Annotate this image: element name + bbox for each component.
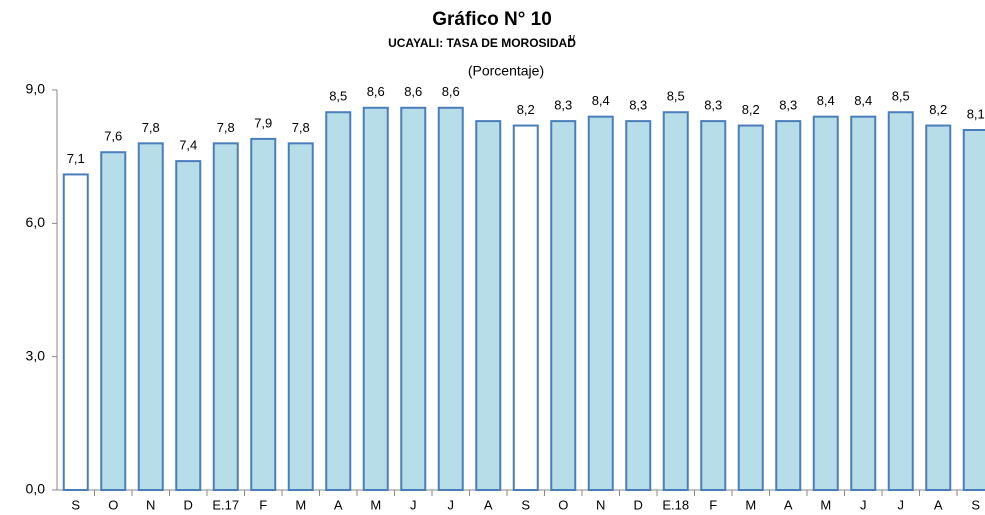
data-label: 7,6 [104, 129, 122, 144]
bar [737, 124, 764, 492]
x-tick-label: M [295, 497, 306, 512]
chart-subtitle: UCAYALI: TASA DE MOROSIDAD [388, 36, 576, 50]
bar [437, 106, 464, 492]
x-tick-label: J [410, 497, 417, 512]
subtitle-note: 1/ [568, 34, 575, 43]
data-label: 7,8 [292, 120, 310, 135]
x-tick-label: A [784, 497, 793, 512]
bar [700, 120, 727, 491]
x-tick-label: F [709, 497, 717, 512]
data-label: 8,6 [442, 84, 460, 99]
x-tick-label: M [370, 497, 381, 512]
data-label: 8,1 [967, 106, 985, 121]
bar [212, 142, 239, 491]
bar [400, 106, 427, 492]
y-tick-label: 6,0 [26, 214, 46, 230]
y-tick-label: 9,0 [26, 81, 46, 97]
bar [587, 115, 614, 492]
x-tick-label: M [745, 497, 756, 512]
bar [250, 137, 277, 491]
bar [100, 151, 127, 491]
data-label: 8,4 [592, 93, 610, 108]
bar [325, 111, 352, 491]
data-label: 7,1 [67, 151, 85, 166]
x-tick-label: N [146, 497, 155, 512]
bar [775, 120, 802, 491]
x-tick-label: A [484, 497, 493, 512]
data-label: 8,3 [629, 98, 647, 113]
x-tick-label: M [820, 497, 831, 512]
bar [287, 142, 314, 491]
bar [137, 142, 164, 491]
data-label: 8,2 [517, 102, 535, 117]
x-tick-label: S [71, 497, 80, 512]
x-tick-label: A [934, 497, 943, 512]
x-tick-label: N [596, 497, 605, 512]
x-tick-label: A [334, 497, 343, 512]
data-label: 7,8 [142, 120, 160, 135]
data-label: 7,4 [179, 138, 197, 153]
data-label: 8,2 [742, 102, 760, 117]
data-label: 7,8 [217, 120, 235, 135]
bar [625, 120, 652, 491]
x-tick-label: D [184, 497, 193, 512]
data-label: 8,4 [817, 93, 835, 108]
bar [475, 120, 502, 491]
bar [662, 111, 689, 491]
data-label: 8,5 [329, 89, 347, 104]
x-tick-label: F [259, 497, 267, 512]
bar [925, 124, 952, 492]
bar [62, 173, 89, 491]
bar [887, 111, 914, 491]
x-tick-label: S [521, 497, 530, 512]
x-tick-label: O [558, 497, 568, 512]
bar [812, 115, 839, 492]
data-label: 8,4 [854, 93, 872, 108]
bar [362, 106, 389, 492]
data-label: 8,3 [779, 98, 797, 113]
x-tick-label: E.17 [212, 497, 239, 512]
y-tick-label: 3,0 [26, 347, 46, 363]
data-label: 8,3 [554, 98, 572, 113]
x-tick-label: J [898, 497, 905, 512]
data-label: 8,6 [367, 84, 385, 99]
bar [962, 129, 985, 491]
bar [512, 124, 539, 492]
data-label: 8,3 [704, 98, 722, 113]
y-tick-label: 0,0 [26, 481, 46, 497]
x-tick-label: O [108, 497, 118, 512]
x-tick-label: E.18 [662, 497, 689, 512]
data-label: 8,5 [667, 89, 685, 104]
x-tick-label: D [634, 497, 643, 512]
data-label: 7,9 [254, 115, 272, 130]
x-tick-label: J [448, 497, 455, 512]
bar [175, 160, 202, 491]
data-label: 8,5 [892, 89, 910, 104]
bar [850, 115, 877, 492]
bar [550, 120, 577, 491]
x-tick-label: S [971, 497, 980, 512]
chart-title: Gráfico N° 10 [432, 9, 552, 30]
data-label: 8,6 [404, 84, 422, 99]
x-tick-label: J [860, 497, 867, 512]
data-label: 8,2 [929, 102, 947, 117]
unit-label: (Porcentaje) [468, 63, 544, 79]
